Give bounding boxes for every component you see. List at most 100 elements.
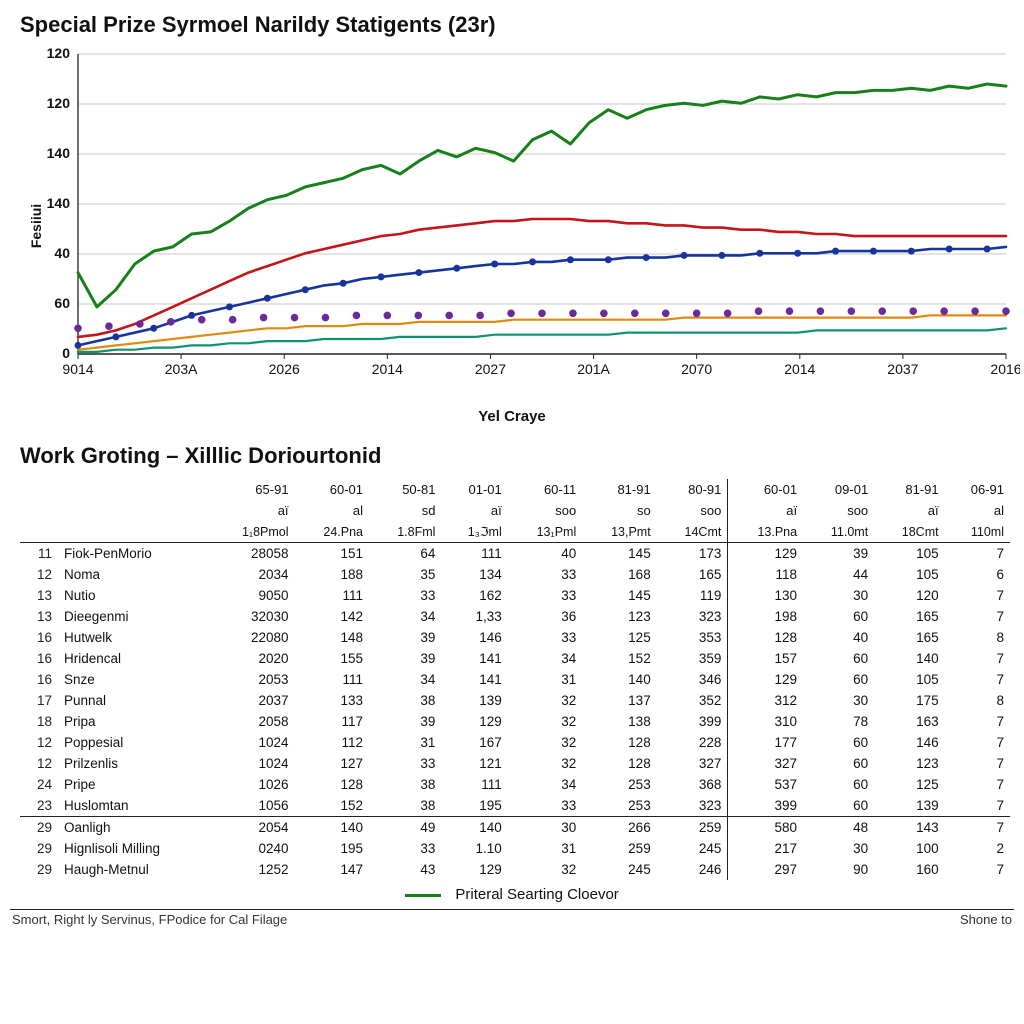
table-cell: 245	[582, 859, 656, 880]
table-cell: 352	[657, 690, 728, 711]
table-header-cell: sd	[369, 500, 441, 521]
table-cell: 33	[369, 585, 441, 606]
table-cell: 195	[441, 795, 507, 817]
table-header-cell: al	[295, 500, 369, 521]
page-footer: Smort, Right ly Servinus, FPodice for Ca…	[10, 909, 1014, 927]
table-cell: 7	[945, 753, 1010, 774]
table-cell: 60	[803, 606, 874, 627]
footer-left: Smort, Right ly Servinus, FPodice for Ca…	[12, 912, 287, 927]
table-cell: 139	[441, 690, 507, 711]
table-cell: 123	[874, 753, 944, 774]
table-cell: 43	[369, 859, 441, 880]
table-header-cell: soo	[803, 500, 874, 521]
table-cell: 1,33	[441, 606, 507, 627]
table-cell: 151	[295, 543, 369, 565]
table-row: 16Hridencal20201553914134152359157601407	[20, 648, 1010, 669]
table-cell: 133	[295, 690, 369, 711]
table-cell: 30	[803, 690, 874, 711]
table-cell: 580	[728, 817, 803, 839]
table-cell: 312	[728, 690, 803, 711]
chart-area: Fesiiui 120120140140406009014203A2026201…	[20, 46, 1014, 406]
svg-text:140: 140	[47, 145, 71, 161]
table-cell: 111	[295, 585, 369, 606]
table-cell: 140	[295, 817, 369, 839]
row-category: Pripa	[58, 711, 210, 732]
table-cell: 6	[945, 564, 1010, 585]
table-cell: 49	[369, 817, 441, 839]
table-cell: 7	[945, 711, 1010, 732]
table-cell: 266	[582, 817, 656, 839]
table-cell: 2020	[210, 648, 295, 669]
table-cell: 33	[369, 753, 441, 774]
row-index: 18	[20, 711, 58, 732]
table-header-cell: 60-11	[508, 479, 583, 500]
table-cell: 195	[295, 838, 369, 859]
row-category: Prilzenlis	[58, 753, 210, 774]
table-header-cell: aï	[210, 500, 295, 521]
row-category: Dieegenmi	[58, 606, 210, 627]
row-index: 11	[20, 543, 58, 565]
table-cell: 31	[369, 732, 441, 753]
table-cell: 537	[728, 774, 803, 795]
table-cell: 138	[582, 711, 656, 732]
svg-text:2016: 2016	[990, 361, 1020, 377]
table-cell: 128	[582, 753, 656, 774]
table-cell: 33	[508, 627, 583, 648]
table-cell: 152	[582, 648, 656, 669]
table-cell: 152	[295, 795, 369, 817]
table-header-cell: 81-91	[582, 479, 656, 500]
table-cell: 40	[803, 627, 874, 648]
table-cell: 7	[945, 795, 1010, 817]
table-cell: 259	[582, 838, 656, 859]
table-header-cell: aï	[441, 500, 507, 521]
table-cell: 2054	[210, 817, 295, 839]
row-index: 12	[20, 564, 58, 585]
svg-text:9014: 9014	[62, 361, 93, 377]
row-category: Noma	[58, 564, 210, 585]
table-cell: 137	[582, 690, 656, 711]
table-cell: 165	[657, 564, 728, 585]
table-cell: 198	[728, 606, 803, 627]
table-cell: 22080	[210, 627, 295, 648]
table-row: 29Hignlisoli Milling0240195331.103125924…	[20, 838, 1010, 859]
svg-text:120: 120	[47, 46, 71, 61]
table-row: 16Hutwelk220801483914633125353128401658	[20, 627, 1010, 648]
table-cell: 34	[508, 774, 583, 795]
table-cell: 111	[441, 774, 507, 795]
table-cell: 2053	[210, 669, 295, 690]
table-cell: 173	[657, 543, 728, 565]
row-index: 17	[20, 690, 58, 711]
table-cell: 368	[657, 774, 728, 795]
table-title: Work Groting – Xilllic Doriourtonid	[20, 443, 1014, 469]
table-cell: 323	[657, 795, 728, 817]
table-cell: 140	[441, 817, 507, 839]
row-index: 29	[20, 817, 58, 839]
table-cell: 7	[945, 648, 1010, 669]
row-category: Huslomtan	[58, 795, 210, 817]
table-cell: 7	[945, 817, 1010, 839]
table-cell: 39	[369, 627, 441, 648]
chart-title: Special Prize Syrmoel Narildy Statigents…	[20, 12, 1014, 38]
svg-text:203A: 203A	[165, 361, 198, 377]
table-cell: 146	[441, 627, 507, 648]
row-category: Fiok-PenMorio	[58, 543, 210, 565]
table-cell: 323	[657, 606, 728, 627]
row-index: 29	[20, 859, 58, 880]
table-cell: 168	[582, 564, 656, 585]
table-header-cell: soo	[508, 500, 583, 521]
row-category: Oanligh	[58, 817, 210, 839]
table-cell: 44	[803, 564, 874, 585]
table-cell: 1024	[210, 753, 295, 774]
legend-label: Priteral Searting Cloevor	[455, 886, 618, 903]
table-cell: 155	[295, 648, 369, 669]
row-index: 12	[20, 732, 58, 753]
table-cell: 1026	[210, 774, 295, 795]
table-cell: 33	[508, 585, 583, 606]
table-cell: 1024	[210, 732, 295, 753]
table-cell: 129	[441, 711, 507, 732]
table-cell: 100	[874, 838, 944, 859]
table-cell: 327	[657, 753, 728, 774]
table-cell: 134	[441, 564, 507, 585]
table-row: 18Pripa20581173912932138399310781637	[20, 711, 1010, 732]
chart-xlabel: Yel Craye	[10, 408, 1014, 425]
